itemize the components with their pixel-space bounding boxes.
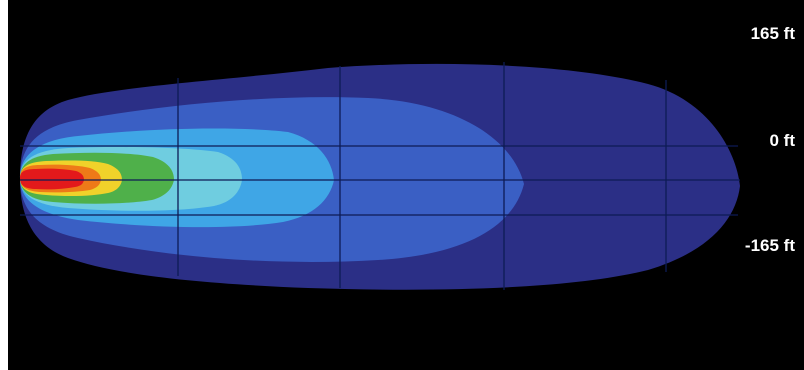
distance-label-center: 0 ft xyxy=(769,131,796,150)
beam-contour-diagram xyxy=(20,62,740,290)
contour-core xyxy=(20,168,84,190)
distance-label-bottom: -165 ft xyxy=(744,236,795,255)
beam-plot-area xyxy=(8,0,804,370)
grid-lines xyxy=(20,62,740,290)
distance-label-top: 165 ft xyxy=(750,24,795,43)
